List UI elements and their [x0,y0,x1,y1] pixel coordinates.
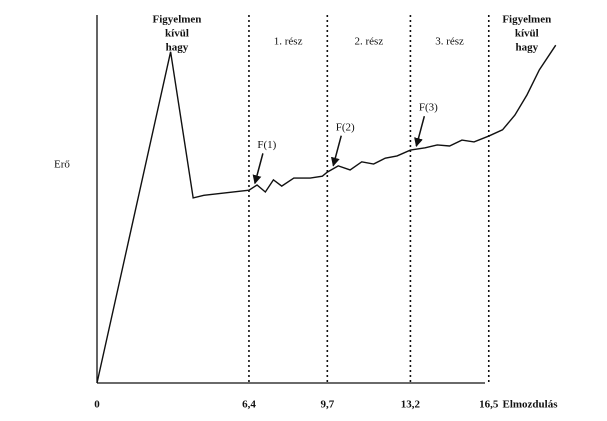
force-label: F(3) [419,102,438,114]
x-axis-label: Elmozdulás [502,399,558,411]
x-tick-label: 6,4 [242,399,256,411]
x-tick-label: 16,5 [479,399,499,411]
ignored-label: hagy [515,42,538,54]
section-label: 2. rész [355,36,384,48]
x-tick-label: 0 [94,399,100,411]
force-arrow [414,115,426,148]
ignored-label: kívül [165,28,189,40]
ignored-label: Figyelmen [502,14,551,26]
force-curve [96,44,557,384]
ignored-label: kívül [515,28,539,40]
force-label: F(2) [336,121,355,133]
force-label: F(1) [257,139,276,151]
x-tick-label: 13,2 [401,399,421,411]
force-arrow [330,135,342,167]
section-label: 3. rész [435,36,464,48]
section-label: 1. rész [274,36,303,48]
ignored-label: hagy [166,42,189,54]
y-axis-label: Erő [54,159,70,171]
force-arrow [252,153,264,185]
x-tick-label: 9,7 [320,399,334,411]
ignored-label: Figyelmen [153,14,202,26]
